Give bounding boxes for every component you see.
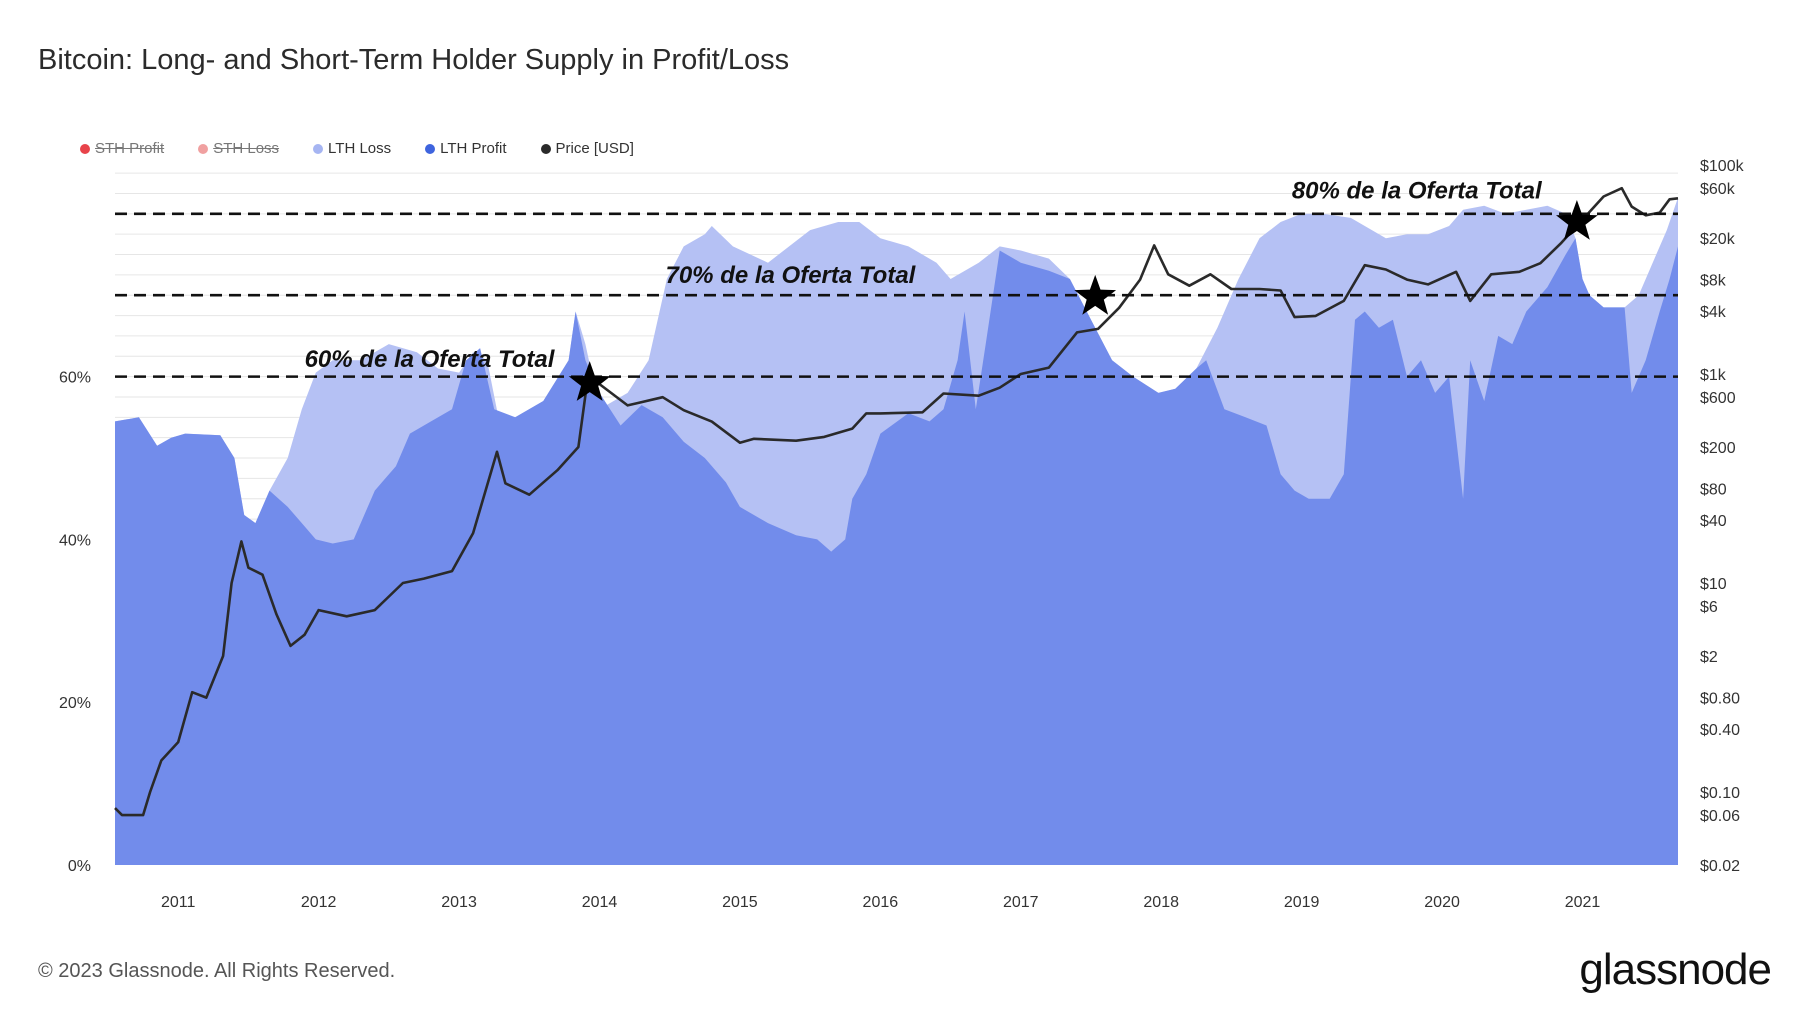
annotation-label: 70% de la Oferta Total: [665, 262, 916, 289]
y-right-tick-label: $60k: [1700, 181, 1736, 198]
x-tick-label: 2021: [1565, 894, 1601, 911]
legend-label: LTH Profit: [440, 140, 507, 157]
x-tick-label: 2020: [1424, 894, 1460, 911]
legend-dot-icon: [425, 143, 436, 154]
legend-dot-icon: [313, 143, 324, 154]
y-left-tick-label: 60%: [59, 370, 91, 387]
star-marker-icon: [1556, 200, 1598, 240]
y-right-tick-label: $8k: [1700, 273, 1727, 290]
y-right-tick-label: $0.10: [1700, 785, 1740, 802]
legend-label: LTH Loss: [328, 140, 392, 157]
legend-item-lth-loss[interactable]: LTH Loss: [313, 140, 391, 157]
legend-label: STH Loss: [213, 140, 280, 157]
lth-profit-area: [115, 238, 1678, 866]
y-right-tick-label: $4k: [1700, 304, 1727, 321]
legend-dot-icon: [80, 143, 90, 154]
y-left-tick-label: 0%: [68, 858, 91, 875]
legend-item-sth-profit[interactable]: STH Profit: [80, 140, 164, 157]
star-marker-icon: [1074, 274, 1117, 315]
y-right-tick-label: $10: [1700, 576, 1727, 593]
y-right-tick-label: $6: [1700, 599, 1718, 616]
x-tick-label: 2016: [863, 894, 899, 911]
y-right-tick-label: $200: [1700, 440, 1736, 457]
legend-label: STH Profit: [95, 140, 165, 157]
x-tick-label: 2019: [1284, 894, 1320, 911]
x-tick-label: 2015: [722, 894, 758, 911]
legend-dot-icon: [198, 143, 209, 154]
legend-item-price[interactable]: Price [USD]: [540, 140, 634, 157]
star-marker-icon: [568, 361, 611, 401]
footer-copyright: © 2023 Glassnode. All Rights Reserved.: [38, 960, 396, 982]
x-tick-label: 2014: [582, 894, 618, 911]
glassnode-logo: glassnode: [1579, 945, 1772, 994]
x-tick-label: 2017: [1003, 894, 1039, 911]
price-line: [114, 186, 1679, 817]
x-tick-label: 2018: [1143, 894, 1179, 911]
legend: STH Profit STH Loss LTH Loss LTH Profit …: [80, 140, 668, 157]
y-right-tick-label: $0.80: [1700, 691, 1740, 708]
annotation-label: 60% de la Oferta Total: [305, 346, 556, 373]
legend-item-lth-profit[interactable]: LTH Profit: [425, 140, 507, 157]
chart-title: Bitcoin: Long- and Short-Term Holder Sup…: [38, 44, 790, 76]
annotation-label: 80% de la Oferta Total: [1292, 177, 1543, 204]
y-right-tick-label: $20k: [1700, 231, 1736, 248]
x-tick-label: 2012: [301, 894, 337, 911]
y-right-tick-label: $100k: [1700, 158, 1745, 175]
y-right-tick-label: $40: [1700, 513, 1727, 530]
y-left-tick-label: 40%: [59, 532, 91, 549]
y-right-tick-label: $600: [1700, 390, 1736, 407]
y-right-tick-label: $2: [1700, 649, 1718, 666]
x-tick-label: 2013: [441, 894, 477, 911]
y-right-tick-label: $80: [1700, 482, 1727, 499]
legend-label: Price [USD]: [555, 140, 634, 157]
x-tick-label: 2011: [161, 894, 196, 911]
y-right-tick-label: $1k: [1700, 367, 1727, 384]
y-right-tick-label: $0.06: [1700, 808, 1740, 825]
y-left-tick-label: 20%: [59, 695, 91, 712]
y-right-tick-label: $0.40: [1700, 722, 1740, 739]
legend-item-sth-loss[interactable]: STH Loss: [198, 140, 279, 157]
legend-dot-icon: [540, 143, 551, 154]
y-right-tick-label: $0.02: [1700, 858, 1740, 875]
